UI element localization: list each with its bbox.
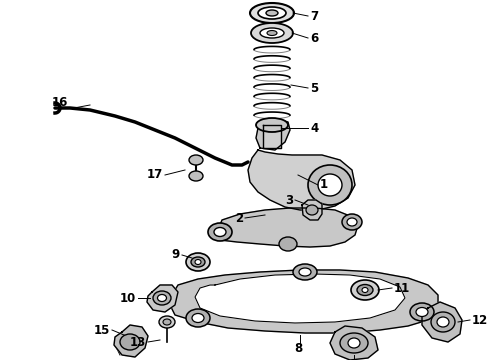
Polygon shape [248, 150, 355, 210]
Text: 17: 17 [147, 168, 163, 181]
Text: 4: 4 [310, 122, 318, 135]
Ellipse shape [159, 316, 175, 328]
Polygon shape [256, 120, 290, 150]
Ellipse shape [279, 237, 297, 251]
Text: 8: 8 [294, 342, 302, 355]
Ellipse shape [340, 333, 368, 353]
Ellipse shape [306, 205, 318, 215]
Ellipse shape [189, 155, 203, 165]
Text: 3: 3 [285, 194, 293, 207]
Text: 1: 1 [320, 179, 328, 192]
Ellipse shape [308, 165, 352, 205]
Polygon shape [422, 302, 462, 342]
Ellipse shape [157, 294, 167, 302]
Ellipse shape [195, 260, 201, 265]
Text: 7: 7 [310, 9, 318, 22]
Polygon shape [215, 208, 358, 247]
Polygon shape [195, 274, 405, 323]
Ellipse shape [189, 171, 203, 181]
Text: 5: 5 [310, 81, 318, 94]
Polygon shape [263, 125, 281, 148]
Ellipse shape [258, 7, 286, 19]
Text: 6: 6 [310, 31, 318, 45]
Ellipse shape [260, 28, 284, 38]
Text: 16: 16 [51, 96, 68, 109]
Ellipse shape [318, 174, 342, 196]
Polygon shape [170, 270, 438, 333]
Ellipse shape [153, 291, 171, 305]
Text: 11: 11 [394, 282, 410, 294]
Ellipse shape [214, 228, 226, 237]
Ellipse shape [437, 317, 449, 327]
Ellipse shape [192, 314, 204, 323]
Ellipse shape [348, 338, 360, 348]
Ellipse shape [191, 257, 205, 267]
Ellipse shape [208, 223, 232, 241]
Ellipse shape [186, 309, 210, 327]
Ellipse shape [362, 288, 368, 292]
Text: 9: 9 [172, 248, 180, 261]
Ellipse shape [299, 268, 311, 276]
Ellipse shape [416, 307, 428, 316]
Ellipse shape [410, 303, 434, 321]
Polygon shape [302, 200, 322, 220]
Ellipse shape [256, 118, 288, 132]
Ellipse shape [342, 214, 362, 230]
Ellipse shape [120, 334, 140, 350]
Ellipse shape [250, 3, 294, 23]
Text: 10: 10 [120, 292, 136, 305]
Ellipse shape [293, 264, 317, 280]
Ellipse shape [186, 253, 210, 271]
Ellipse shape [163, 319, 171, 325]
Text: 13: 13 [130, 336, 146, 348]
Ellipse shape [347, 218, 357, 226]
Ellipse shape [351, 280, 379, 300]
Ellipse shape [357, 284, 373, 296]
Ellipse shape [266, 10, 278, 16]
Text: 2: 2 [235, 211, 243, 225]
Polygon shape [147, 285, 178, 312]
Polygon shape [330, 326, 378, 360]
Ellipse shape [267, 31, 277, 36]
Polygon shape [114, 325, 148, 357]
Ellipse shape [431, 312, 455, 332]
Text: 12: 12 [472, 314, 488, 327]
Text: 15: 15 [94, 324, 110, 337]
Ellipse shape [251, 23, 293, 43]
